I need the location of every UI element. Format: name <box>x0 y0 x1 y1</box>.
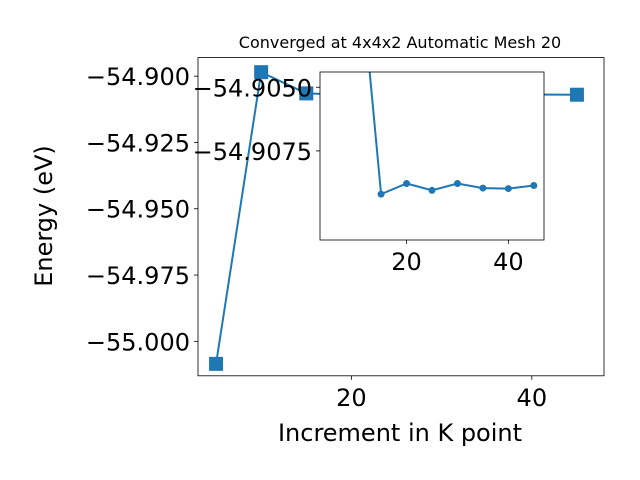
inset-axes: 20 40 −54.9050 −54.9075 <box>193 71 545 276</box>
inset-series <box>368 72 538 198</box>
y-tick-label: −54.925 <box>86 129 190 157</box>
inset-data-point <box>403 179 411 187</box>
y-axis-label: Energy (eV) <box>30 145 58 287</box>
y-tick-label: −55.000 <box>86 328 190 356</box>
data-point <box>254 65 269 80</box>
inset-data-point <box>504 185 512 193</box>
x-tick-label: 20 <box>336 384 367 412</box>
y-tick-label: −54.975 <box>86 262 190 290</box>
inset-ticks: 20 40 −54.9050 −54.9075 <box>193 74 524 276</box>
inset-x-tick-label: 20 <box>391 248 422 276</box>
chart-title: Converged at 4x4x2 Automatic Mesh 20 <box>239 33 561 52</box>
inset-plot-frame <box>319 71 545 241</box>
inset-background <box>320 72 544 240</box>
inset-data-point <box>428 186 436 194</box>
inset-y-tick-label: −54.9075 <box>193 138 312 166</box>
inset-data-point <box>479 184 487 192</box>
data-point <box>209 356 224 371</box>
inset-data-point <box>377 190 385 198</box>
data-point <box>299 86 314 101</box>
data-point <box>569 87 584 102</box>
inset-data-point <box>530 182 538 190</box>
y-tick-label: −54.900 <box>86 63 190 91</box>
main-ticks: 20 40 −55.000 −54.975 −54.950 −54.925 −54.900 <box>86 63 547 412</box>
x-axis-label: Increment in K point <box>278 419 522 447</box>
inset-series-line <box>368 72 534 196</box>
inset-x-tick-label: 40 <box>493 248 524 276</box>
y-tick-label: −54.950 <box>86 196 190 224</box>
main-plot-frame <box>197 57 605 377</box>
x-tick-label: 40 <box>517 384 548 412</box>
inset-y-tick-label: −54.9050 <box>193 74 312 102</box>
inset-data-point <box>453 179 461 187</box>
